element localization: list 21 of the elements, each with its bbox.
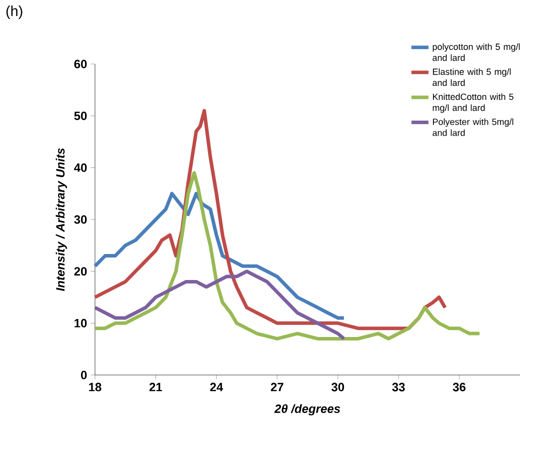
- legend-label: polycotton with 5 mg/l and lard: [432, 43, 520, 61]
- x-tick-label: 30: [331, 382, 344, 392]
- x-tick-label: 21: [149, 382, 162, 392]
- legend-label: Polyester with 5mg/l and lard: [432, 118, 514, 136]
- legend-label: Elastine with 5 mg/l and lard: [432, 68, 511, 86]
- y-tick-label: 40: [74, 163, 87, 172]
- y-tick-label: 30: [74, 215, 87, 224]
- y-tick-label: 0: [80, 370, 87, 380]
- y-tick-label: 60: [74, 60, 87, 68]
- x-tick-label: 33: [392, 382, 405, 392]
- x-axis-title: 2θ /degrees: [274, 404, 340, 416]
- text: (h): [6, 6, 22, 19]
- y-tick-label: 20: [74, 267, 87, 276]
- x-tick-label: 24: [210, 382, 224, 392]
- legend-label: KnittedCotton with 5 mg/l and lard: [432, 93, 514, 113]
- x-tick-label: 18: [89, 382, 102, 392]
- y-tick-label: 50: [74, 112, 87, 120]
- y-tick-label: 10: [74, 318, 87, 328]
- x-tick-label: 36: [452, 382, 466, 392]
- x-tick-label: 27: [270, 382, 284, 392]
- y-axis-title: Intensity / Arbitrary Units: [56, 148, 67, 291]
